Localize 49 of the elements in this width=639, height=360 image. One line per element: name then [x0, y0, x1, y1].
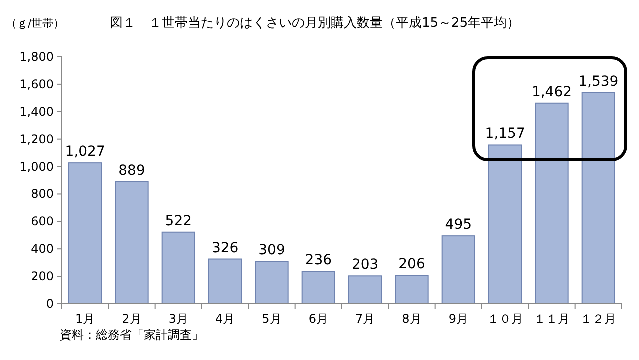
data-label: 309: [258, 242, 286, 259]
data-label: 889: [118, 163, 146, 180]
bar: [255, 261, 289, 304]
data-label: 206: [398, 256, 426, 273]
y-tick-label: 800: [31, 187, 54, 202]
bar: [208, 258, 242, 304]
x-tick-label: 6月: [308, 312, 328, 326]
x-tick-label: 5月: [262, 312, 282, 326]
y-axis-title: （ｇ/世帯）: [6, 17, 65, 30]
y-tick-label: 1,000: [20, 160, 54, 174]
x-tick-label: １２月: [580, 312, 617, 326]
x-tick-label: 4月: [216, 312, 236, 326]
x-tick-label: 7月: [356, 312, 376, 326]
bar: [115, 182, 149, 304]
data-label: 203: [352, 257, 379, 274]
text: 資料：総務省「家計調査」: [60, 328, 204, 342]
x-tick-label: １０月: [487, 312, 524, 326]
y-tick-label: 1,800: [20, 50, 54, 64]
x-tick-label: 8月: [402, 312, 422, 326]
data-label: 1,539: [578, 74, 619, 90]
y-tick-label: 1,600: [20, 77, 54, 92]
data-label: 495: [445, 217, 472, 234]
x-tick-label: 2月: [122, 312, 142, 326]
data-label: 1,157: [485, 126, 526, 142]
data-label: 1,027: [65, 144, 106, 160]
y-tick-label: 400: [31, 242, 54, 256]
bar: [68, 162, 102, 304]
bar: [582, 92, 616, 304]
y-tick-label: 1,200: [20, 132, 54, 146]
y-tick-label: 0: [46, 297, 54, 311]
x-tick-label: １１月: [534, 312, 570, 326]
bar: [535, 102, 569, 304]
data-label: 326: [212, 240, 239, 256]
x-tick-label: 1月: [76, 312, 96, 326]
bar: [442, 236, 476, 304]
x-tick-label: 9月: [448, 312, 468, 326]
bar: [488, 144, 522, 304]
bar: [302, 271, 336, 304]
data-label: 522: [165, 213, 192, 230]
y-tick-label: 1,400: [20, 104, 54, 119]
y-tick-label: 200: [31, 270, 54, 284]
bar: [162, 232, 196, 304]
data-label: 236: [305, 252, 332, 269]
y-tick-label: 600: [31, 214, 54, 229]
data-label: 1,462: [532, 84, 572, 100]
bar: [348, 276, 382, 304]
chart-title: 図１ １世帯当たりのはくさいの月別購入数量（平成15～25年平均）: [110, 16, 520, 31]
bar: [395, 275, 429, 304]
x-tick-label: 3月: [168, 312, 188, 326]
